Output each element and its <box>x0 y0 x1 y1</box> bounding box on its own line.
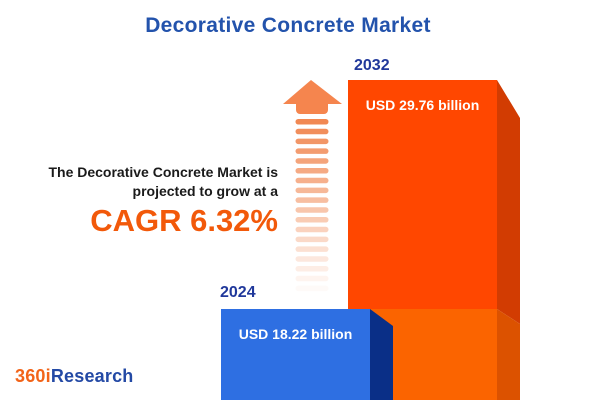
arrow-dash <box>295 207 329 213</box>
arrow-dash <box>295 275 329 282</box>
bar-value-label-2032: USD 29.76 billion <box>365 97 480 113</box>
bar-2024 <box>221 309 393 400</box>
arrow-dashes <box>295 119 329 292</box>
growth-arrow-head <box>283 80 342 104</box>
bar-2032-bevel-bottom <box>497 309 520 400</box>
arrow-dash <box>295 246 329 252</box>
arrow-dash <box>295 128 329 135</box>
year-label-2024: 2024 <box>220 284 256 301</box>
arrow-dash <box>295 236 329 243</box>
bar-2024-face <box>221 309 370 400</box>
arrow-dash <box>295 226 329 233</box>
year-label-2032: 2032 <box>354 57 390 74</box>
page-title: Decorative Concrete Market <box>145 14 431 37</box>
arrow-dash <box>295 158 329 164</box>
arrow-dash <box>295 177 329 184</box>
logo-part-360i: 360i <box>15 366 51 386</box>
arrow-dash <box>295 256 329 262</box>
description: The Decorative Concrete Market is projec… <box>48 163 278 238</box>
description-line-1: The Decorative Concrete Market is <box>48 164 278 180</box>
growth-arrow-icon <box>283 80 342 292</box>
arrow-dash <box>295 197 329 203</box>
logo-part-research: Research <box>50 366 134 386</box>
bar-2032-face-top <box>348 80 497 309</box>
arrow-dash <box>295 217 329 223</box>
arrow-dash <box>295 138 329 145</box>
arrow-dash <box>295 187 329 194</box>
cagr-value: CAGR 6.32% <box>90 203 278 238</box>
bar-2024-bevel <box>370 309 393 400</box>
arrow-dash <box>295 119 329 125</box>
arrow-dash <box>295 148 329 154</box>
description-line-2: projected to grow at a <box>132 183 278 199</box>
arrow-dash <box>295 168 329 174</box>
arrow-dash <box>295 266 329 272</box>
bar-value-label-2024: USD 18.22 billion <box>238 326 353 342</box>
company-logo: 360iResearch <box>15 366 134 387</box>
bar-2032-bevel-top <box>497 80 520 324</box>
arrow-dash <box>295 285 329 292</box>
